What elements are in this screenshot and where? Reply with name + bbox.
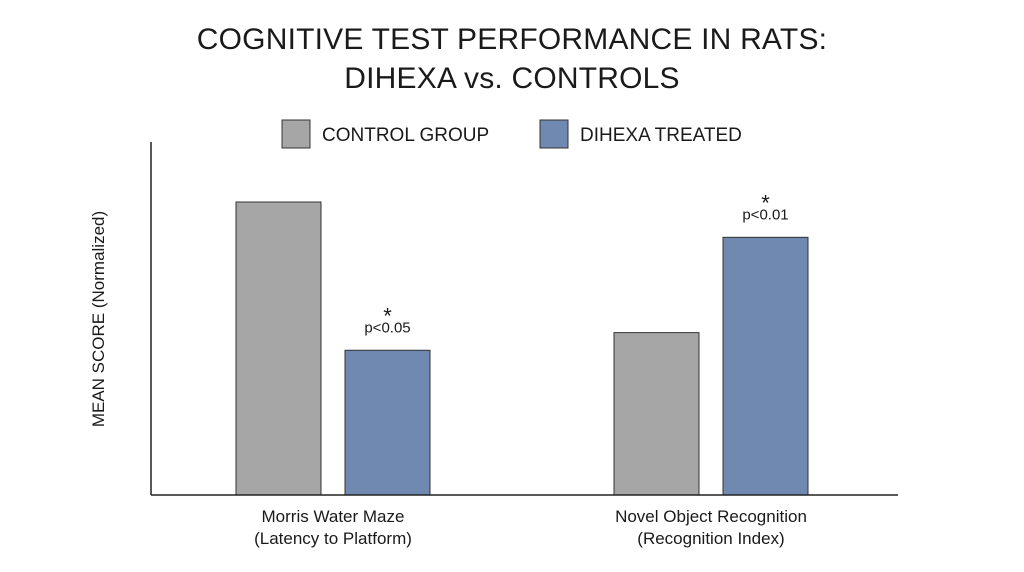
x-tick-label-0-1: (Latency to Platform) [254, 529, 412, 548]
legend-label-control: CONTROL GROUP [322, 125, 489, 146]
y-axis-label: MEAN SCORE (Normalized) [89, 211, 108, 427]
chart-title-line-2: DIHEXA vs. CONTROLS [344, 62, 680, 95]
significance-star-1: * [761, 190, 770, 215]
significance-pvalue-1: p<0.01 [742, 206, 788, 223]
significance-pvalue-0: p<0.05 [364, 319, 410, 336]
bar-dihexa-1 [722, 236, 809, 496]
bar-control-1 [613, 332, 700, 496]
bar-dihexa-0 [344, 349, 431, 496]
x-tick-label-0-0: Morris Water Maze [262, 507, 405, 526]
bar-control-0 [235, 201, 322, 496]
chart-title: COGNITIVE TEST PERFORMANCE IN RATS: DIHE… [0, 20, 1024, 98]
chart-title-line-1: COGNITIVE TEST PERFORMANCE IN RATS: [196, 23, 828, 56]
legend-label-dihexa: DIHEXA TREATED [580, 125, 742, 146]
significance-star-0: * [383, 303, 392, 328]
legend-swatch-dihexa [539, 119, 569, 149]
x-tick-label-1-1: (Recognition Index) [637, 529, 784, 548]
legend-swatch-control [281, 119, 311, 149]
x-tick-label-1-0: Novel Object Recognition [615, 507, 807, 526]
